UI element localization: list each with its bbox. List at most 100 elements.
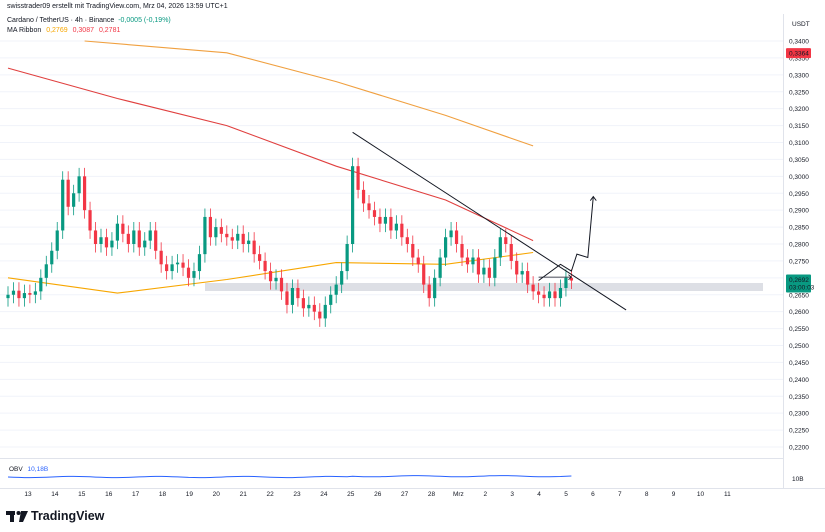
candle-body (465, 257, 470, 265)
candle-body (72, 193, 76, 207)
candle-body (159, 250, 163, 265)
candle-body (536, 291, 541, 295)
obv-legend[interactable]: OBV 10,18B (9, 466, 48, 473)
candle-body (547, 291, 552, 299)
time-tick: 18 (159, 491, 167, 498)
time-tick: 11 (724, 491, 731, 498)
time-tick: 28 (428, 491, 436, 498)
trendline (352, 131, 627, 311)
countdown-text: 03:00:03 (789, 285, 815, 292)
price-tick: 0,2500 (789, 343, 809, 350)
price-tick: 0,3200 (789, 106, 809, 113)
candle-body (154, 230, 158, 251)
candle-body (334, 284, 338, 295)
projection-path (538, 196, 594, 281)
obv-pane: 10B (7, 475, 804, 483)
candle-body (181, 262, 185, 268)
candle-body (241, 233, 245, 244)
candle-body (416, 257, 420, 265)
price-tick: 0,2550 (789, 326, 809, 333)
time-tick: 8 (645, 491, 649, 498)
symbol-title: Cardano / TetherUS · 4h · Binance (7, 17, 115, 24)
price-tick: 0,2400 (789, 377, 809, 384)
candle-body (82, 176, 87, 211)
candle-body (318, 311, 322, 319)
candle-body (66, 179, 70, 207)
candle-body (148, 230, 152, 241)
candle-body (28, 293, 32, 295)
candle-body (55, 230, 59, 251)
grid-lines (0, 40, 783, 448)
ma-value-3: 0,2781 (98, 27, 121, 34)
candle-body (422, 264, 426, 285)
candle-body (99, 237, 103, 244)
time-tick: 20 (213, 491, 221, 498)
ma-legend[interactable]: MA Ribbon 0,2769 0,3087 0,2781 (7, 27, 120, 34)
drawings (352, 131, 627, 311)
candle-body (165, 264, 169, 272)
price-tick: 0,2900 (789, 208, 809, 215)
candle-body (394, 223, 398, 231)
candle-body (132, 230, 136, 244)
candle-body (33, 291, 37, 295)
candle-body (143, 240, 147, 248)
time-tick: 7 (618, 491, 622, 498)
price-tick: 0,2450 (789, 360, 809, 367)
candle-body (367, 203, 371, 211)
candle-body (383, 216, 388, 224)
candle-body (542, 294, 546, 299)
candle-body (22, 293, 27, 299)
candle-body (230, 237, 234, 241)
candle-body (263, 260, 267, 272)
candle-body (258, 254, 262, 261)
candle-body (285, 291, 289, 305)
candle-body (50, 250, 54, 265)
candle-body (268, 271, 273, 282)
candle-body (203, 216, 207, 255)
zone-arrowhead (568, 274, 573, 280)
candle-body (214, 227, 218, 238)
time-tick: 25 (347, 491, 355, 498)
ma-value-2: 0,3087 (72, 27, 94, 34)
time-tick: 15 (78, 491, 86, 498)
price-tick: 0,3250 (789, 89, 809, 96)
candle-body (323, 304, 327, 319)
candle-body (115, 223, 119, 241)
candle-body (564, 277, 568, 288)
candle-body (170, 264, 174, 272)
time-tick: Mrz (453, 491, 464, 498)
candle-body (351, 166, 355, 244)
price-tick: 0,3150 (789, 123, 809, 130)
candle-body (225, 233, 229, 238)
time-tick: 14 (51, 491, 59, 498)
support-zone (205, 283, 763, 291)
candle-body (61, 179, 65, 231)
time-tick: 27 (401, 491, 409, 498)
tradingview-logo[interactable]: TradingView (6, 509, 104, 523)
candlesticks (6, 157, 574, 327)
price-tick: 0,2650 (789, 292, 809, 299)
time-axis: 13 14 15 16 17 18 19 20 21 22 23 24 25 26 27 28 Mrz 2 3 4 5 6… (24, 491, 731, 498)
candle-body (340, 271, 344, 285)
price-tick: 0,3300 (789, 72, 809, 79)
candle-body (126, 233, 130, 244)
candle-body (372, 210, 377, 217)
candle-body (531, 284, 535, 292)
candle-body (444, 237, 448, 258)
candle-body (493, 257, 497, 278)
candle-body (405, 237, 409, 244)
attribution: swisstrader09 erstellt mit TradingView.c… (7, 3, 228, 10)
candle-body (11, 290, 16, 295)
candle-body (498, 237, 502, 258)
time-tick: 17 (132, 491, 140, 498)
time-tick: 19 (186, 491, 194, 498)
candle-body (509, 244, 513, 261)
ma-line (84, 40, 534, 147)
projection-arrowhead (589, 195, 597, 201)
candle-body (252, 240, 256, 255)
price-badge-upper-text: 0,3364 (789, 51, 809, 58)
symbol-line: Cardano / TetherUS · 4h · Binance -0,000… (7, 17, 171, 24)
candle-body (175, 262, 180, 265)
candle-body (356, 166, 360, 190)
